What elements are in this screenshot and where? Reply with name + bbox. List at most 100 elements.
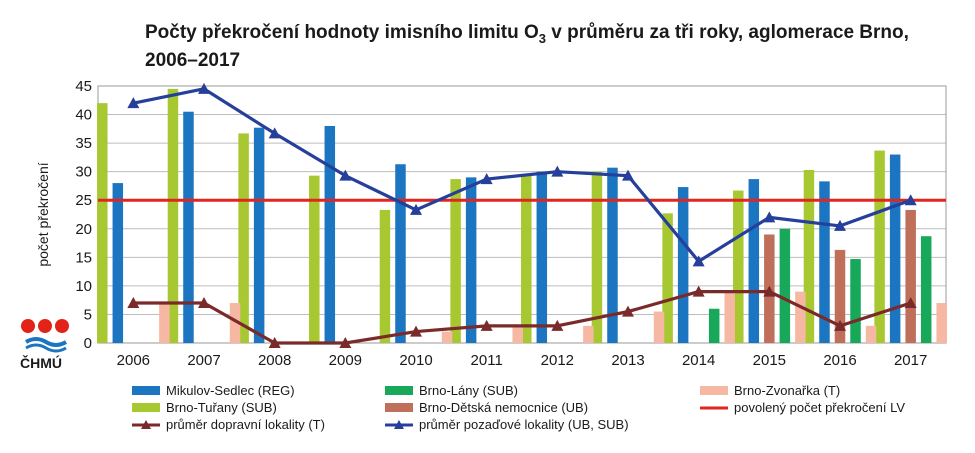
- legend-item-turany: Brno-Tuřany (SUB): [132, 400, 277, 415]
- bar: [441, 331, 453, 343]
- legend-swatch-turany: [132, 403, 160, 412]
- bar: [253, 127, 265, 344]
- legend-swatch-zvonarka: [700, 386, 728, 395]
- bar: [905, 209, 916, 343]
- line-point: [198, 82, 210, 94]
- bar: [521, 175, 532, 343]
- bar: [309, 175, 320, 343]
- y-tick-label: 45: [75, 78, 92, 95]
- chmu-logo-icon: [20, 314, 80, 370]
- legend-line-pozadove-icon: [385, 419, 413, 429]
- bar: [183, 111, 194, 343]
- line-point: [339, 169, 352, 181]
- bar: [819, 181, 830, 343]
- line-point: [551, 165, 564, 177]
- x-tick-label: 2009: [329, 352, 362, 369]
- series-line: [133, 290, 912, 345]
- bar: [936, 303, 947, 343]
- bar: [795, 291, 806, 343]
- line-point: [339, 337, 352, 348]
- line-point: [410, 325, 422, 337]
- bar: [662, 213, 673, 343]
- bar: [874, 150, 885, 343]
- legend-line-limit-icon: [700, 406, 728, 409]
- legend-item-nemocnice: Brno-Dětská nemocnice (UB): [385, 400, 588, 415]
- line-point: [622, 169, 634, 181]
- x-tick-label: 2017: [894, 352, 927, 369]
- chmu-logo-text: ČHMÚ: [20, 355, 62, 371]
- bar: [536, 171, 548, 343]
- line-point: [834, 219, 846, 231]
- legend-swatch-nemocnice: [385, 403, 413, 412]
- y-tick-label: 20: [75, 221, 92, 238]
- x-tick-label: 2007: [187, 352, 220, 369]
- x-tick-label: 2013: [611, 352, 644, 369]
- series-line: [133, 87, 912, 263]
- bar: [238, 133, 249, 343]
- bar: [779, 228, 791, 343]
- line-point: [904, 194, 917, 206]
- legend-swatch-lany: [385, 386, 413, 395]
- chart-title: Počty překročení hodnoty imisního limitu…: [145, 22, 909, 71]
- bar: [379, 209, 391, 343]
- legend-item-mikulov: Mikulov-Sedlec (REG): [132, 383, 295, 398]
- y-tick-label: 40: [75, 107, 92, 124]
- y-tick-label: 10: [75, 278, 92, 295]
- legend-line-dopravni-icon: [132, 419, 160, 429]
- line-point: [268, 337, 281, 348]
- line-point: [904, 297, 917, 309]
- legend-item-limit: povolený počet překročení LV: [700, 400, 905, 415]
- x-tick-label: 2006: [117, 352, 150, 369]
- line-point: [763, 285, 776, 297]
- line-point: [127, 297, 140, 309]
- legend-item-dopravni: průměr dopravní lokality (T): [132, 417, 325, 432]
- line-point: [692, 255, 705, 267]
- bar: [708, 308, 720, 343]
- x-tick-label: 2014: [682, 352, 715, 369]
- bar: [850, 259, 861, 343]
- bar: [748, 179, 760, 343]
- line-point: [480, 319, 493, 331]
- x-tick-label: 2016: [823, 352, 856, 369]
- line-point: [551, 319, 564, 331]
- x-tick-label: 2015: [753, 352, 786, 369]
- bar: [591, 171, 603, 343]
- bar: [167, 88, 179, 343]
- bar: [229, 303, 241, 343]
- legend-item-pozadove: průměr pozaďové lokality (UB, SUB): [385, 417, 629, 432]
- bar: [159, 303, 170, 343]
- x-tick-label: 2008: [258, 352, 291, 369]
- bar: [583, 325, 594, 343]
- line-point: [127, 97, 140, 109]
- bar: [733, 190, 744, 343]
- y-tick-label: 5: [84, 306, 92, 323]
- bar: [512, 325, 523, 343]
- bar: [920, 236, 932, 343]
- bar: [865, 325, 877, 343]
- bar: [112, 183, 124, 343]
- line-point: [480, 173, 493, 185]
- legend-item-lany: Brno-Lány (SUB): [385, 383, 518, 398]
- bar: [677, 187, 689, 343]
- bar: [97, 103, 108, 343]
- bar: [465, 177, 477, 343]
- y-tick-label: 25: [75, 192, 92, 209]
- x-tick-label: 2010: [399, 352, 432, 369]
- line-point: [763, 211, 776, 223]
- x-tick-label: 2011: [471, 352, 503, 369]
- bar: [607, 167, 618, 343]
- bar: [803, 169, 815, 343]
- legend-item-zvonarka: Brno-Zvonařka (T): [700, 383, 840, 398]
- y-tick-label: 30: [75, 164, 92, 181]
- y-tick-label: 15: [75, 249, 92, 266]
- line-point: [834, 319, 846, 331]
- bar: [395, 164, 406, 343]
- bar: [653, 311, 665, 343]
- legend-swatch-mikulov: [132, 386, 160, 395]
- line-point: [692, 285, 705, 297]
- x-tick-label: 2012: [541, 352, 574, 369]
- y-tick-label: 0: [84, 335, 92, 352]
- y-tick-label: 35: [75, 135, 92, 152]
- line-point: [622, 305, 634, 317]
